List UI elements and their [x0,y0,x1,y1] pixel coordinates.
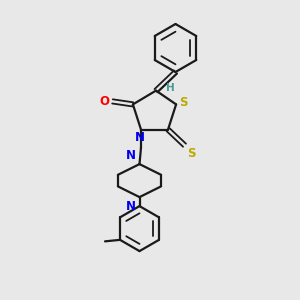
Text: N: N [126,200,136,212]
Text: N: N [126,149,136,162]
Text: H: H [166,83,174,93]
Text: O: O [100,95,110,108]
Text: N: N [134,131,145,144]
Text: S: S [179,96,188,110]
Text: S: S [188,147,196,160]
